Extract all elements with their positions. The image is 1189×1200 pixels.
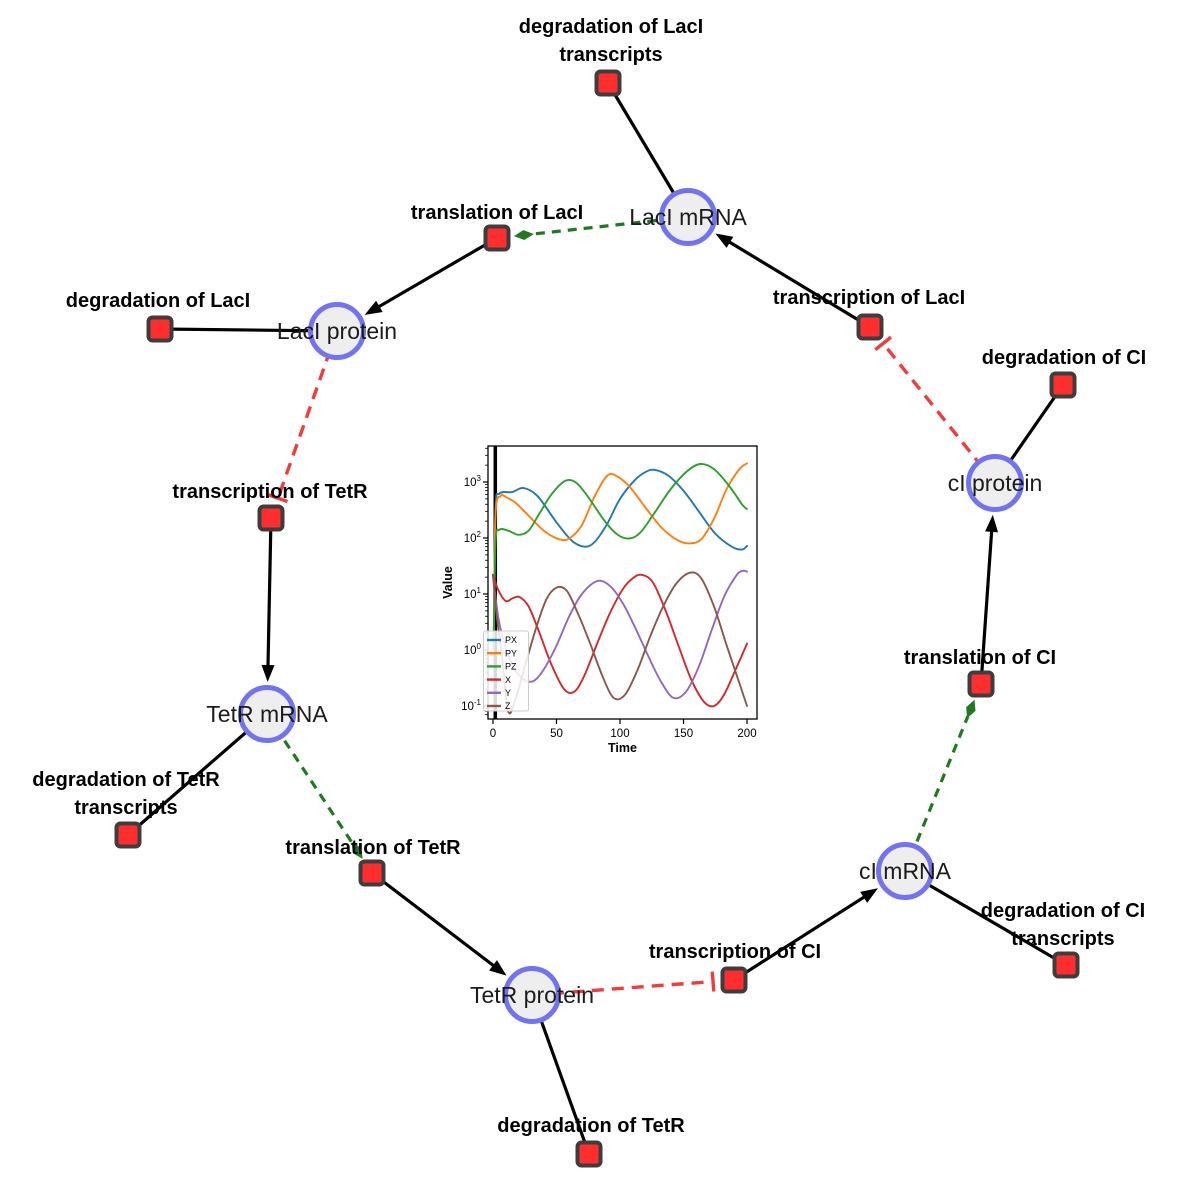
reaction-label-degradation-of-ci: degradation of CI xyxy=(981,347,1147,369)
species-label-laci-protein: LacI protein xyxy=(276,318,398,344)
reaction-label-degradation-of-laci-transcripts: degradation of LacI transcripts xyxy=(518,16,704,66)
x-tick-label: 150 xyxy=(674,728,693,740)
reaction-node-translation-of-ci[interactable] xyxy=(967,670,995,698)
series-line-px xyxy=(492,468,748,651)
reaction-label-translation-of-ci: translation of CI xyxy=(903,647,1057,669)
y-tick-label: 100 xyxy=(464,642,482,657)
reaction-label-translation-of-laci: translation of LacI xyxy=(410,202,584,224)
edge-translation-of-laci-to-laci-protein xyxy=(364,236,498,315)
reaction-node-transcription-of-ci[interactable] xyxy=(720,966,748,994)
reaction-node-degradation-of-laci[interactable] xyxy=(146,315,174,343)
series-line-x xyxy=(492,573,748,708)
reaction-node-degradation-of-tetr[interactable] xyxy=(575,1140,603,1168)
legend-label-py: PY xyxy=(505,648,517,658)
legend-label-pz: PZ xyxy=(505,662,517,672)
reaction-node-translation-of-laci[interactable] xyxy=(483,224,511,252)
species-node-ci-mrna[interactable] xyxy=(876,842,934,900)
edge-tetr-mrna-to-degradation-of-tetr-transcripts xyxy=(126,712,269,837)
reaction-node-degradation-of-ci[interactable] xyxy=(1049,371,1077,399)
species-node-ci-protein[interactable] xyxy=(966,454,1024,512)
x-tick-label: 50 xyxy=(550,728,563,740)
y-tick-label: 101 xyxy=(464,586,482,601)
x-tick-label: 200 xyxy=(737,728,756,740)
reaction-node-degradation-of-ci-transcripts[interactable] xyxy=(1052,951,1080,979)
y-axis-title: Value xyxy=(441,566,455,599)
x-tick-label: 0 xyxy=(490,728,496,740)
reaction-node-transcription-of-laci[interactable] xyxy=(856,313,884,341)
reaction-node-translation-of-tetr[interactable] xyxy=(358,859,386,887)
reaction-label-degradation-of-tetr-transcripts: degradation of TetR transcripts xyxy=(32,769,220,819)
edge-laci-protein-to-degradation-of-laci xyxy=(159,327,338,333)
edge-transcription-of-laci-to-laci-mrna xyxy=(715,233,871,329)
edge-tetr-protein-to-transcription-of-ci xyxy=(531,971,716,997)
edge-translation-of-ci-to-ci-protein xyxy=(979,514,999,685)
species-node-laci-mrna[interactable] xyxy=(659,188,717,246)
series-line-pz xyxy=(492,462,748,651)
legend-label-px: PX xyxy=(505,635,517,645)
legend-label-z: Z xyxy=(505,701,511,711)
x-tick-label: 100 xyxy=(610,728,629,740)
species-node-laci-protein[interactable] xyxy=(308,302,366,360)
edge-transcription-of-tetr-to-tetr-mrna xyxy=(261,517,275,683)
reaction-label-degradation-of-tetr: degradation of TetR xyxy=(497,1115,685,1137)
plot-legend: PX PY PZ XYZ xyxy=(483,630,529,712)
species-label-ci-mrna: cI mRNA xyxy=(859,858,951,884)
y-tick-label: 102 xyxy=(464,530,482,545)
edge-ci-mrna-to-translation-of-ci xyxy=(903,699,976,872)
x-axis-title: Time xyxy=(608,741,637,755)
reaction-node-transcription-of-tetr[interactable] xyxy=(257,504,285,532)
reaction-label-degradation-of-ci-transcripts: degradation of CI transcripts xyxy=(980,900,1146,950)
species-label-laci-mrna: LacI mRNA xyxy=(629,204,747,230)
reaction-label-translation-of-tetr: translation of TetR xyxy=(285,837,461,859)
legend-label-x: X xyxy=(505,675,511,685)
y-tick-label: 10-1 xyxy=(461,698,481,713)
reaction-label-transcription-of-tetr: transcription of TetR xyxy=(172,481,368,503)
y-tick-label: 103 xyxy=(464,474,482,489)
series-line-py xyxy=(492,462,748,651)
reaction-label-transcription-of-laci: transcription of LacI xyxy=(772,287,966,309)
edge-translation-of-tetr-to-tetr-protein xyxy=(371,871,507,976)
species-node-tetr-protein[interactable] xyxy=(503,966,561,1024)
edge-ci-mrna-to-degradation-of-ci-transcripts xyxy=(904,869,1067,967)
reaction-label-degradation-of-laci: degradation of LacI xyxy=(65,290,251,312)
reaction-node-degradation-of-laci-transcripts[interactable] xyxy=(594,69,622,97)
edge-tetr-mrna-to-translation-of-tetr xyxy=(265,713,363,859)
species-label-tetr-protein: TetR protein xyxy=(469,982,595,1008)
species-node-tetr-mrna[interactable] xyxy=(238,685,296,743)
edge-laci-mrna-to-translation-of-laci xyxy=(513,215,689,241)
legend-label-y: Y xyxy=(505,688,511,698)
species-label-tetr-mrna: TetR mRNA xyxy=(206,701,328,727)
reaction-node-degradation-of-tetr-transcripts[interactable] xyxy=(114,821,142,849)
reaction-label-transcription-of-ci: transcription of CI xyxy=(648,941,822,963)
edge-transcription-of-ci-to-ci-mrna xyxy=(733,888,879,982)
species-label-ci-protein: cI protein xyxy=(947,470,1043,496)
